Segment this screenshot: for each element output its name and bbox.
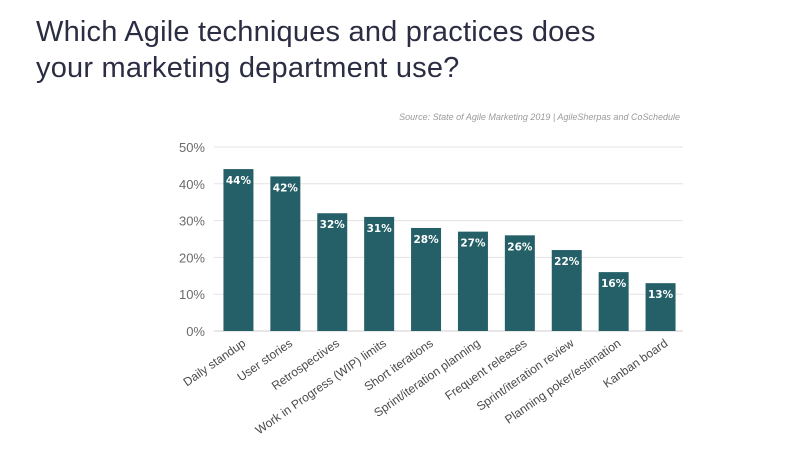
y-tick-label: 0% [186,324,205,339]
chart-title-line-2: your marketing department use? [36,52,460,84]
bar [457,231,488,331]
y-tick-label: 40% [179,177,205,192]
bar [411,227,442,331]
data-label: 13% [648,289,674,301]
data-label: 44% [226,175,252,187]
bar [504,235,535,331]
bar [270,176,301,331]
data-label: 28% [413,234,439,246]
data-label: 32% [320,219,346,231]
source-note: Source: State of Agile Marketing 2019 | … [399,112,680,122]
data-label: 27% [460,238,486,250]
chart-title-line-1: Which Agile techniques and practices doe… [36,16,596,48]
bar [645,283,676,331]
category-label: Daily standup [181,336,249,389]
y-tick-label: 10% [179,287,205,302]
data-label: 22% [554,256,580,268]
bar [598,272,629,331]
y-tick-label: 50% [179,140,205,155]
y-tick-label: 30% [179,214,205,229]
data-label: 26% [507,241,533,253]
bar [223,169,254,331]
bar [551,250,582,331]
data-label: 42% [273,182,299,194]
data-label: 31% [367,223,393,235]
data-label: 16% [601,278,627,290]
y-tick-label: 20% [179,250,205,265]
bar [364,216,395,331]
bar [317,213,348,331]
chart-title: Which Agile techniques and practices doe… [36,14,756,86]
